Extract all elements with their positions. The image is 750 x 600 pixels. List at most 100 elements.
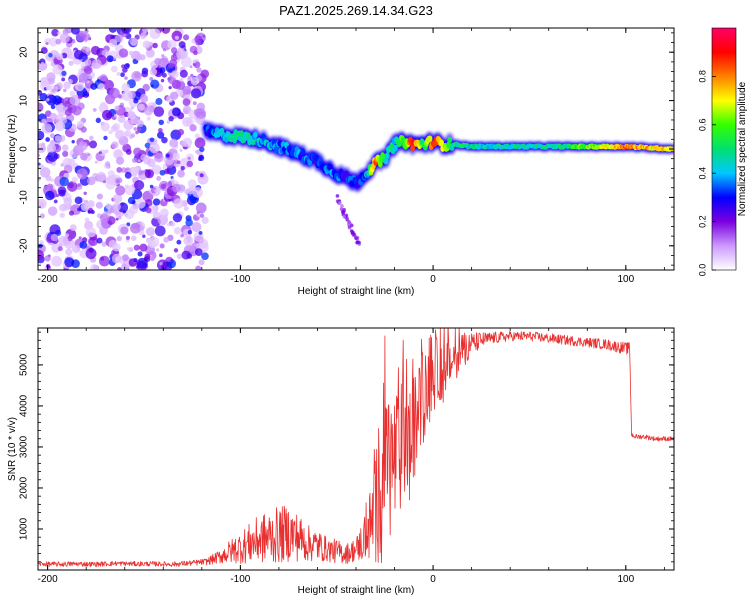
noise-blob xyxy=(149,142,160,154)
noise-blob xyxy=(40,47,48,55)
noise-blob xyxy=(133,147,142,156)
noise-blob xyxy=(132,157,138,163)
noise-blob xyxy=(155,97,163,106)
noise-blob xyxy=(142,156,151,165)
noise-blob xyxy=(151,164,162,175)
noise-blob xyxy=(194,133,200,139)
noise-blob xyxy=(133,127,137,131)
snr-x-ticks: -200 -100 0 100 xyxy=(38,328,665,585)
y-tick-label: 4000 xyxy=(19,394,30,417)
colorbar: 0.0 0.2 0.4 0.6 0.8 Normalized spectral ampl… xyxy=(697,27,748,276)
noise-blob xyxy=(110,124,118,132)
noise-blob xyxy=(169,91,179,101)
ridge-blob xyxy=(252,131,258,139)
noise-blob xyxy=(78,72,89,84)
noise-blob xyxy=(46,94,57,106)
noise-blob xyxy=(99,213,110,223)
noise-blob xyxy=(192,59,197,64)
snr-y-ticks: 1000 2000 3000 4000 5000 xyxy=(19,331,674,571)
noise-blob xyxy=(83,191,87,196)
noise-blob xyxy=(38,249,44,261)
noise-blob xyxy=(166,120,171,124)
noise-blob xyxy=(47,151,58,162)
y-tick-label: 0 xyxy=(19,146,30,152)
noise-blob xyxy=(50,104,56,110)
noise-blob xyxy=(38,201,41,207)
noise-blob xyxy=(146,116,151,121)
y-tick-label: 3000 xyxy=(19,435,30,458)
noise-blob xyxy=(152,198,161,206)
noise-blob xyxy=(106,55,114,63)
noise-blob xyxy=(180,233,185,238)
noise-blob xyxy=(133,244,140,251)
noise-blob xyxy=(87,153,91,157)
noise-blob xyxy=(61,144,69,152)
noise-blob xyxy=(190,88,202,99)
noise-blob xyxy=(80,202,90,212)
noise-blob xyxy=(63,88,67,93)
noise-blob xyxy=(96,193,103,200)
noise-blob xyxy=(170,70,179,79)
noise-blob xyxy=(177,169,185,178)
noise-blob xyxy=(41,123,53,134)
noise-blob xyxy=(61,70,67,76)
noise-blob xyxy=(133,180,145,191)
noise-blob xyxy=(198,155,205,162)
noise-blob xyxy=(105,161,111,167)
noise-blob xyxy=(152,102,157,107)
snr-y-axis-label: SNR (10 * v/v) xyxy=(7,417,18,481)
noise-blob xyxy=(152,42,158,49)
noise-blob xyxy=(177,128,185,136)
noise-blob xyxy=(149,68,158,76)
noise-blob xyxy=(114,129,125,140)
noise-blob xyxy=(144,142,151,149)
noise-blob xyxy=(166,223,171,227)
colorbar-tick-label: 0.2 xyxy=(697,215,707,228)
noise-blob xyxy=(136,120,144,128)
noise-blob xyxy=(125,235,130,240)
ridge-blob xyxy=(447,136,453,144)
noise-blob xyxy=(40,61,45,66)
noise-blob xyxy=(195,202,207,214)
spectrogram-x-axis-label: Height of straight line (km) xyxy=(298,286,415,297)
noise-blob xyxy=(52,64,63,75)
noise-blob xyxy=(176,253,183,260)
noise-blob xyxy=(135,130,139,135)
noise-blob xyxy=(138,229,145,236)
noise-blob xyxy=(142,190,154,202)
y-tick-label: -20 xyxy=(19,238,30,253)
noise-blob xyxy=(90,209,95,215)
noise-blob xyxy=(87,176,96,186)
noise-blob xyxy=(160,78,165,83)
noise-blobs xyxy=(38,28,210,270)
noise-blob xyxy=(154,57,162,65)
spectrogram-image xyxy=(38,28,674,270)
noise-blob xyxy=(41,142,46,147)
noise-blob xyxy=(116,166,123,173)
colorbar-tick-label: 0.4 xyxy=(697,167,707,180)
y-tick-label: 2000 xyxy=(19,476,30,499)
tail-blob xyxy=(340,204,344,208)
noise-blob xyxy=(121,90,133,101)
x-tick-label: -100 xyxy=(230,574,250,585)
noise-blob xyxy=(165,153,170,158)
noise-blob xyxy=(111,253,122,264)
noise-blob xyxy=(183,190,187,194)
noise-blob xyxy=(109,174,116,181)
noise-blob xyxy=(141,70,149,78)
noise-blob xyxy=(67,53,73,60)
ridge-blob xyxy=(328,163,333,171)
noise-blob xyxy=(161,28,171,34)
noise-blob xyxy=(198,230,203,235)
noise-blob xyxy=(45,190,55,201)
x-tick-label: -200 xyxy=(38,574,58,585)
noise-blob xyxy=(109,87,120,99)
noise-blob xyxy=(195,265,202,270)
noise-blob xyxy=(115,185,126,196)
noise-blob xyxy=(44,255,51,262)
y-tick-label: 1000 xyxy=(19,517,30,540)
x-tick-label: -100 xyxy=(230,274,250,285)
ridge-tail xyxy=(335,194,362,247)
noise-blob xyxy=(43,77,47,81)
noise-blob xyxy=(136,127,142,132)
